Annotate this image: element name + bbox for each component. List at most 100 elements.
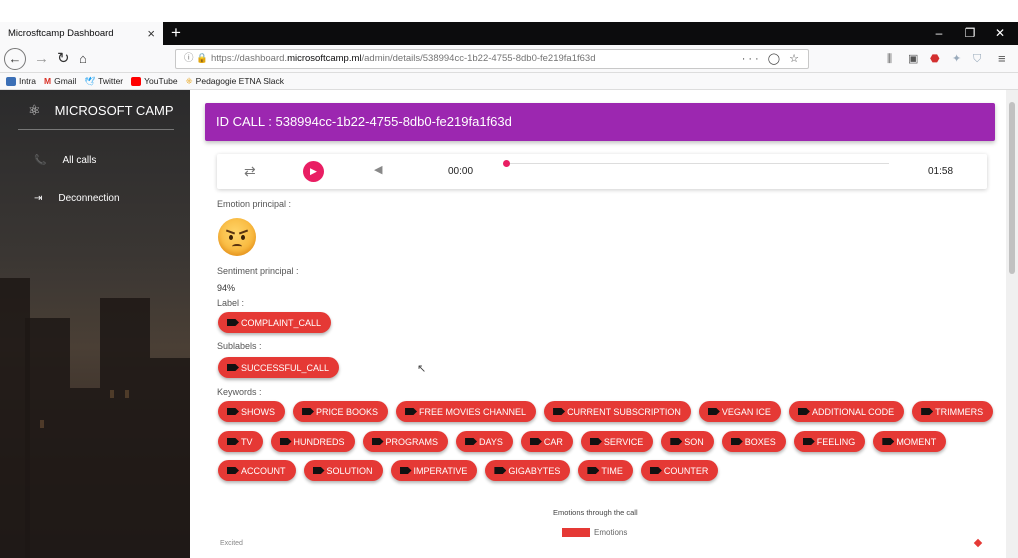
tag-icon bbox=[797, 408, 810, 415]
keyword-chip[interactable]: IMPERATIVE bbox=[390, 460, 478, 481]
keyword-chip[interactable]: ADDITIONAL CODE bbox=[788, 401, 905, 422]
ublock-icon[interactable]: ⬣ bbox=[930, 53, 940, 65]
bookmark-label: Intra bbox=[19, 76, 37, 86]
progress-handle[interactable] bbox=[503, 160, 510, 167]
keyword-chip[interactable]: DAYS bbox=[456, 431, 513, 452]
phone-icon: 📞 bbox=[34, 155, 47, 166]
play-button[interactable]: ▶ bbox=[303, 161, 324, 182]
sidebar-toggle-icon[interactable]: ▣ bbox=[908, 53, 919, 65]
keyword-chip[interactable]: CAR bbox=[520, 431, 573, 452]
keyword-chip[interactable]: COUNTER bbox=[640, 460, 719, 481]
tag-icon bbox=[227, 438, 239, 445]
sidebar-item-deconnection[interactable]: ⇥ Deconnection bbox=[34, 193, 120, 204]
page-actions-icon[interactable]: ··· ◯ ☆ bbox=[741, 53, 802, 65]
chip-text: PROGRAMS bbox=[385, 436, 439, 447]
url-path: /admin/details/538994cc-1b22-4755-8db0-f… bbox=[361, 53, 596, 64]
bookmark-youtube[interactable]: YouTube bbox=[131, 76, 178, 86]
background-window bbox=[110, 390, 114, 398]
keyword-chip[interactable]: TV bbox=[218, 431, 263, 452]
shield-icon[interactable]: ⛉ bbox=[973, 53, 982, 65]
bookmark-gmail[interactable]: M Gmail bbox=[44, 76, 76, 86]
keyword-chip[interactable]: SHOWS bbox=[218, 401, 286, 422]
bookmark-slack[interactable]: ⁜ Pedagogie ETNA Slack bbox=[186, 76, 284, 87]
tag-icon bbox=[494, 467, 507, 474]
keyword-chip[interactable]: VEGAN ICE bbox=[698, 401, 781, 422]
forward-arrow-icon[interactable]: → bbox=[34, 50, 49, 67]
bookmark-twitter[interactable]: 🕊 Twitter bbox=[84, 76, 123, 87]
chip-text: GIGABYTES bbox=[508, 465, 561, 476]
keyword-chip[interactable]: SOLUTION bbox=[303, 460, 383, 481]
tag-icon bbox=[921, 408, 934, 415]
chip-text: HUNDREDS bbox=[293, 436, 345, 447]
chip-text: CAR bbox=[543, 436, 563, 447]
bookmark-label: Twitter bbox=[98, 76, 124, 86]
close-window-icon[interactable]: ✕ bbox=[994, 26, 1006, 40]
sidebar: ⚛ MICROSOFT CAMP 📞 All calls ⇥ Deconnect… bbox=[0, 90, 190, 558]
bookmark-label: Pedagogie ETNA Slack bbox=[195, 76, 285, 86]
home-icon[interactable]: ⌂ bbox=[79, 51, 87, 66]
tag-icon bbox=[227, 319, 239, 326]
sublabels-label: Sublabels : bbox=[217, 341, 262, 351]
reload-icon[interactable]: ↻ bbox=[57, 50, 70, 67]
keyword-chip[interactable]: FEELING bbox=[793, 431, 866, 452]
url-host: microsoftcamp.ml bbox=[287, 53, 362, 64]
emoji-eye bbox=[241, 235, 245, 240]
sidebar-item-all-calls[interactable]: 📞 All calls bbox=[34, 155, 96, 166]
keyword-chip[interactable]: GIGABYTES bbox=[485, 460, 571, 481]
tag-icon bbox=[227, 364, 239, 371]
volume-icon[interactable]: ◀ bbox=[374, 164, 383, 176]
keyword-chip[interactable]: PROGRAMS bbox=[362, 431, 449, 452]
chart-data-point bbox=[973, 538, 983, 548]
chip-text: FEELING bbox=[816, 436, 856, 447]
keyword-chip[interactable]: TRIMMERS bbox=[912, 401, 994, 422]
keyword-chip[interactable]: HUNDREDS bbox=[270, 431, 355, 452]
background-building bbox=[100, 298, 150, 558]
keyword-chip[interactable]: FREE MOVIES CHANNEL bbox=[396, 401, 537, 422]
keyword-chip[interactable]: BOXES bbox=[721, 431, 786, 452]
emoji-eye bbox=[229, 235, 233, 240]
tag-icon bbox=[227, 408, 239, 415]
keyword-chip[interactable]: PRICE BOOKS bbox=[293, 401, 389, 422]
tag-icon bbox=[649, 467, 662, 474]
extension-icon[interactable]: ✦ bbox=[952, 53, 962, 65]
navigation-bar: ← → ↻ ⌂ ⓘ 🔒 https://dashboard.microsoftca… bbox=[0, 45, 1018, 73]
scrollbar-thumb[interactable] bbox=[1009, 102, 1015, 274]
menu-icon[interactable]: ≡ bbox=[998, 51, 1006, 66]
browser-tab[interactable]: Microsftcamp Dashboard × bbox=[0, 22, 163, 45]
brand[interactable]: ⚛ MICROSOFT CAMP bbox=[28, 102, 174, 119]
info-icon[interactable]: ⓘ bbox=[184, 53, 194, 64]
background-building bbox=[25, 318, 70, 558]
tag-icon bbox=[589, 438, 602, 445]
label-chip[interactable]: COMPLAINT_CALL bbox=[218, 312, 332, 333]
keyword-chip[interactable]: SERVICE bbox=[580, 431, 654, 452]
keyword-chip[interactable]: ACCOUNT bbox=[218, 460, 296, 481]
bookmark-label: Gmail bbox=[54, 76, 77, 86]
back-arrow-icon[interactable]: ← bbox=[4, 48, 26, 70]
tag-icon bbox=[279, 438, 292, 445]
minimize-icon[interactable]: – bbox=[935, 26, 943, 40]
close-tab-icon[interactable]: × bbox=[147, 26, 155, 41]
chart-axis-label: Excited bbox=[220, 540, 243, 547]
url-prefix: https://dashboard. bbox=[211, 53, 288, 64]
new-tab-button[interactable]: + bbox=[171, 23, 181, 42]
url-bar[interactable]: ⓘ 🔒 https://dashboard.microsoftcamp.ml/ad… bbox=[175, 49, 809, 69]
sublabel-chip[interactable]: SUCCESSFUL_CALL bbox=[218, 357, 340, 378]
keyword-chip[interactable]: SON bbox=[661, 431, 714, 452]
restore-icon[interactable]: ❐ bbox=[964, 26, 976, 40]
chart-legend: Emotions bbox=[562, 528, 627, 537]
keyword-chip[interactable]: TIME bbox=[578, 460, 633, 481]
emoji-mouth bbox=[232, 244, 242, 249]
bookmarks-bar: Intra M Gmail 🕊 Twitter YouTube ⁜ Pedagogie… bbox=[0, 73, 1018, 90]
library-icon[interactable]: ⫼ bbox=[887, 53, 893, 65]
keywords-label: Keywords : bbox=[217, 387, 262, 397]
background-building bbox=[70, 388, 100, 558]
gmail-icon: M bbox=[44, 76, 52, 86]
repeat-icon[interactable]: ⇄ bbox=[244, 163, 256, 179]
keyword-chip[interactable]: CURRENT SUBSCRIPTION bbox=[544, 401, 691, 422]
bookmark-intra[interactable]: Intra bbox=[6, 76, 36, 86]
page-title: ID CALL : 538994cc-1b22-4755-8db0-fe219f… bbox=[205, 103, 995, 141]
progress-track[interactable] bbox=[506, 163, 889, 164]
keyword-chip[interactable]: MOMENT bbox=[873, 431, 947, 452]
chip-text: VEGAN ICE bbox=[721, 406, 771, 417]
tag-icon bbox=[227, 467, 239, 474]
